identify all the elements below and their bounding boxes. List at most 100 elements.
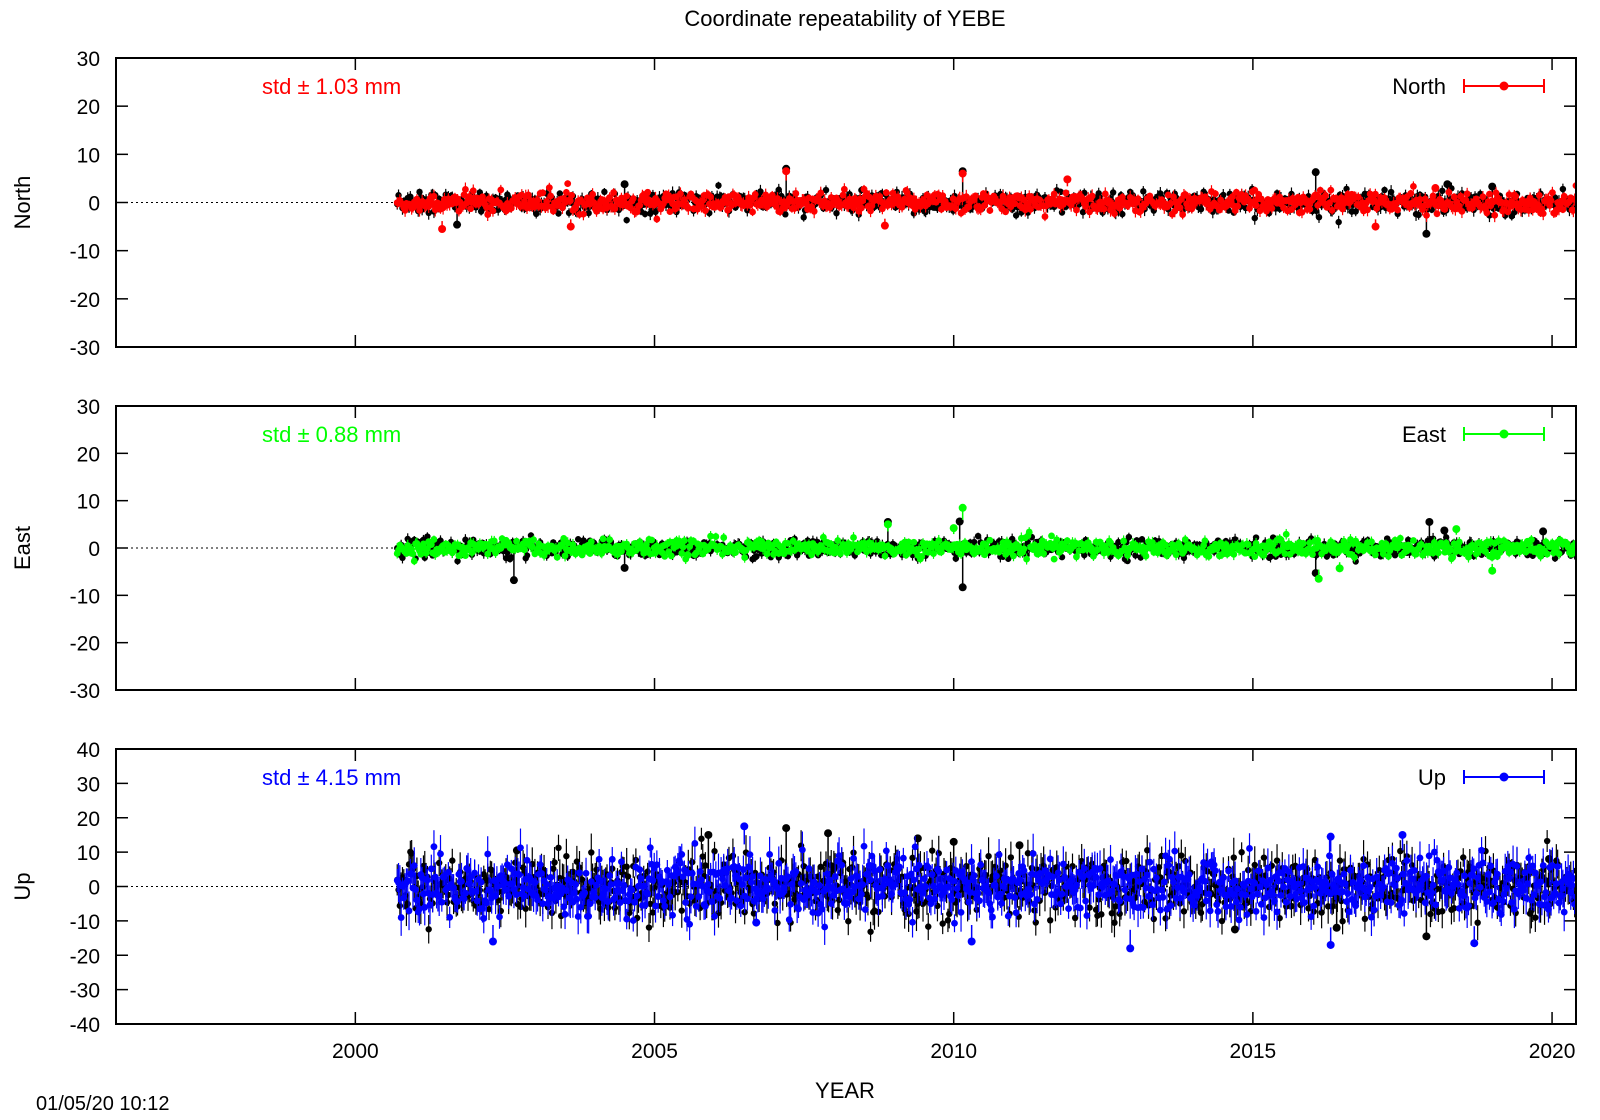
residual-outlier-point [1422,229,1431,238]
data-point [1011,200,1019,207]
y-tick-label: -20 [70,633,100,656]
y-tick-label: 20 [77,443,100,466]
data-point [1421,195,1429,203]
data-point [644,188,652,196]
data-point [1410,182,1417,190]
data-point [507,204,515,212]
outlier-point [958,169,967,178]
data-point [1298,208,1306,216]
data-point [430,192,438,200]
data-point [669,200,676,208]
data-point [1252,201,1260,209]
residual-outlier-point [620,180,629,189]
data-point [972,192,979,200]
data-point [401,206,409,214]
data-point [1288,206,1295,213]
data-point [1327,186,1335,194]
residual-point [1415,211,1422,219]
residual-point [454,557,461,565]
data-point [684,204,692,212]
y-tick-label: -30 [70,680,100,703]
series-north [393,164,1576,238]
residual-point [952,555,960,562]
data-point [701,207,709,215]
data-point [802,199,810,207]
data-point [629,195,637,202]
data-point [1306,205,1314,213]
data-point [545,184,553,192]
residual-point [523,552,531,559]
residual-point [437,537,444,544]
data-point [636,201,644,209]
residual-point [822,186,830,194]
data-point [680,196,688,203]
data-point [1512,192,1520,200]
data-point [469,187,477,195]
data-point [611,205,619,213]
residual-point [585,209,592,217]
data-point [939,192,947,200]
std-annotation: std ± 1.03 mm [262,74,401,99]
data-point [1458,207,1466,215]
residual-point [601,188,608,196]
data-point [1416,196,1424,203]
data-point [1455,202,1463,210]
y-tick-label: 10 [77,144,100,167]
data-point [1170,193,1177,201]
data-point [1050,190,1058,198]
residual-point [556,190,564,197]
residual-point [715,182,722,189]
y-axis-label: North [10,176,35,230]
residual-outlier-point [1488,182,1497,191]
data-point [749,208,756,216]
data-point [666,208,674,215]
data-point [1559,206,1567,213]
data-point [1560,192,1568,200]
legend-marker [1463,79,1545,93]
data-point [1407,190,1415,197]
data-point [1505,191,1513,199]
data-point [534,196,541,204]
residual-point [1124,557,1131,565]
data-point [1073,206,1080,214]
data-point [1176,204,1184,212]
data-point [962,193,970,201]
data-point [455,207,463,215]
data-point [1381,194,1388,202]
y-tick-label: 0 [88,538,100,561]
data-point [677,190,684,198]
data-point [1263,207,1270,215]
data-point [497,186,505,194]
residual-point [974,532,982,540]
residual-point [1387,188,1395,196]
outlier-point [566,222,575,231]
data-point [1535,191,1543,199]
data-point [1212,190,1219,198]
residual-point [574,536,582,543]
residual-point [555,210,562,217]
plot-frame [115,57,1577,348]
residual-point [1119,210,1126,218]
data-point [549,207,557,215]
data-point [827,194,835,201]
data-point [564,180,572,188]
data-point [1445,188,1453,196]
data-point [562,188,570,196]
data-point [707,193,715,201]
data-point [1364,206,1371,214]
data-point [1167,199,1175,207]
data-point [810,207,818,215]
data-point [610,189,617,196]
data-point [1354,193,1362,201]
y-tick-label: 30 [77,396,100,419]
outlier-point [1431,184,1440,193]
data-point [1534,201,1542,209]
residual-point [1315,213,1323,221]
data-point [1479,193,1487,201]
data-point [653,215,661,223]
residual-point [416,188,423,196]
data-point [1002,208,1010,216]
y-tick-label: 20 [77,96,100,119]
residual-point [641,210,649,218]
residual-point [1125,533,1133,541]
